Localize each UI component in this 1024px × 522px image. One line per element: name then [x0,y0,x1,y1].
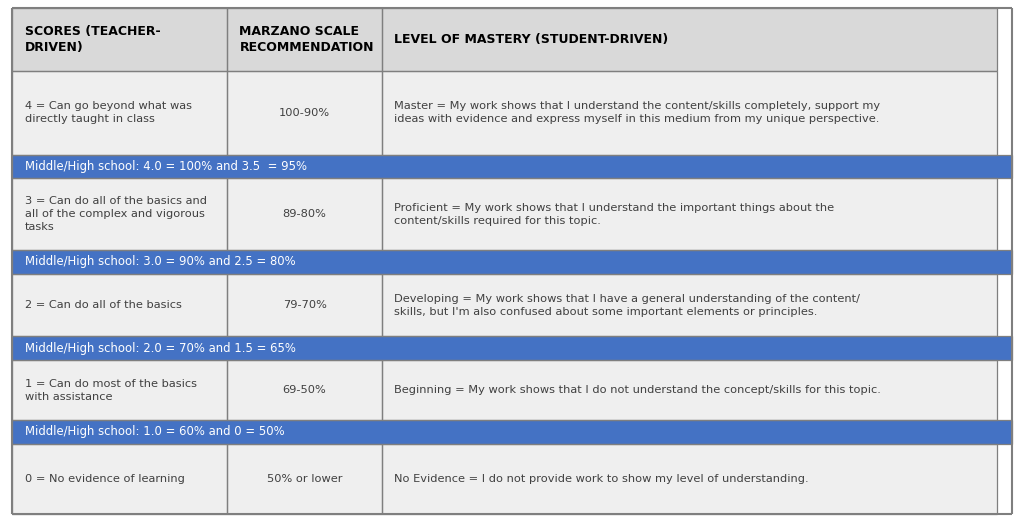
Bar [227,274,382,337]
Text: 79-70%: 79-70% [283,300,327,310]
Bar [12,360,227,420]
Bar [12,420,1012,444]
Text: Beginning = My work shows that I do not understand the concept/skills for this t: Beginning = My work shows that I do not … [394,385,882,395]
Text: 1 = Can do most of the basics
with assistance: 1 = Can do most of the basics with assis… [25,379,197,401]
Text: MARZANO SCALE
RECOMMENDATION: MARZANO SCALE RECOMMENDATION [240,25,374,54]
Bar [227,71,382,155]
Text: Proficient = My work shows that I understand the important things about the
cont: Proficient = My work shows that I unders… [394,203,835,226]
Bar [382,274,996,337]
Text: Developing = My work shows that I have a general understanding of the content/
s: Developing = My work shows that I have a… [394,294,860,316]
Bar [227,179,382,250]
Bar [227,444,382,514]
Text: 69-50%: 69-50% [283,385,327,395]
Text: Middle/High school: 1.0 = 60% and 0 = 50%: Middle/High school: 1.0 = 60% and 0 = 50… [25,425,285,438]
Text: Middle/High school: 4.0 = 100% and 3.5  = 95%: Middle/High school: 4.0 = 100% and 3.5 =… [25,160,306,173]
Bar [382,8,996,71]
Text: SCORES (TEACHER-
DRIVEN): SCORES (TEACHER- DRIVEN) [25,25,160,54]
Text: 100-90%: 100-90% [280,108,330,118]
Bar [227,360,382,420]
Text: 89-80%: 89-80% [283,209,327,219]
Text: No Evidence = I do not provide work to show my level of understanding.: No Evidence = I do not provide work to s… [394,474,809,484]
Text: LEVEL OF MASTERY (STUDENT-DRIVEN): LEVEL OF MASTERY (STUDENT-DRIVEN) [394,33,669,46]
Text: Master = My work shows that I understand the content/skills completely, support : Master = My work shows that I understand… [394,101,881,124]
Bar [12,155,1012,179]
Bar [12,8,227,71]
Bar [12,179,227,250]
Text: 4 = Can go beyond what was
directly taught in class: 4 = Can go beyond what was directly taug… [25,101,191,124]
Bar [382,71,996,155]
Bar [382,444,996,514]
Bar [12,444,227,514]
Bar [227,8,382,71]
Bar [382,179,996,250]
Bar [12,274,227,337]
Bar [12,337,1012,360]
Text: 2 = Can do all of the basics: 2 = Can do all of the basics [25,300,181,310]
Text: 3 = Can do all of the basics and
all of the complex and vigorous
tasks: 3 = Can do all of the basics and all of … [25,196,207,232]
Text: Middle/High school: 2.0 = 70% and 1.5 = 65%: Middle/High school: 2.0 = 70% and 1.5 = … [25,342,296,355]
Bar [12,71,227,155]
Text: 0 = No evidence of learning: 0 = No evidence of learning [25,474,184,484]
Text: 50% or lower: 50% or lower [267,474,342,484]
Bar [382,360,996,420]
Text: Middle/High school: 3.0 = 90% and 2.5 = 80%: Middle/High school: 3.0 = 90% and 2.5 = … [25,255,295,268]
Bar [12,250,1012,274]
